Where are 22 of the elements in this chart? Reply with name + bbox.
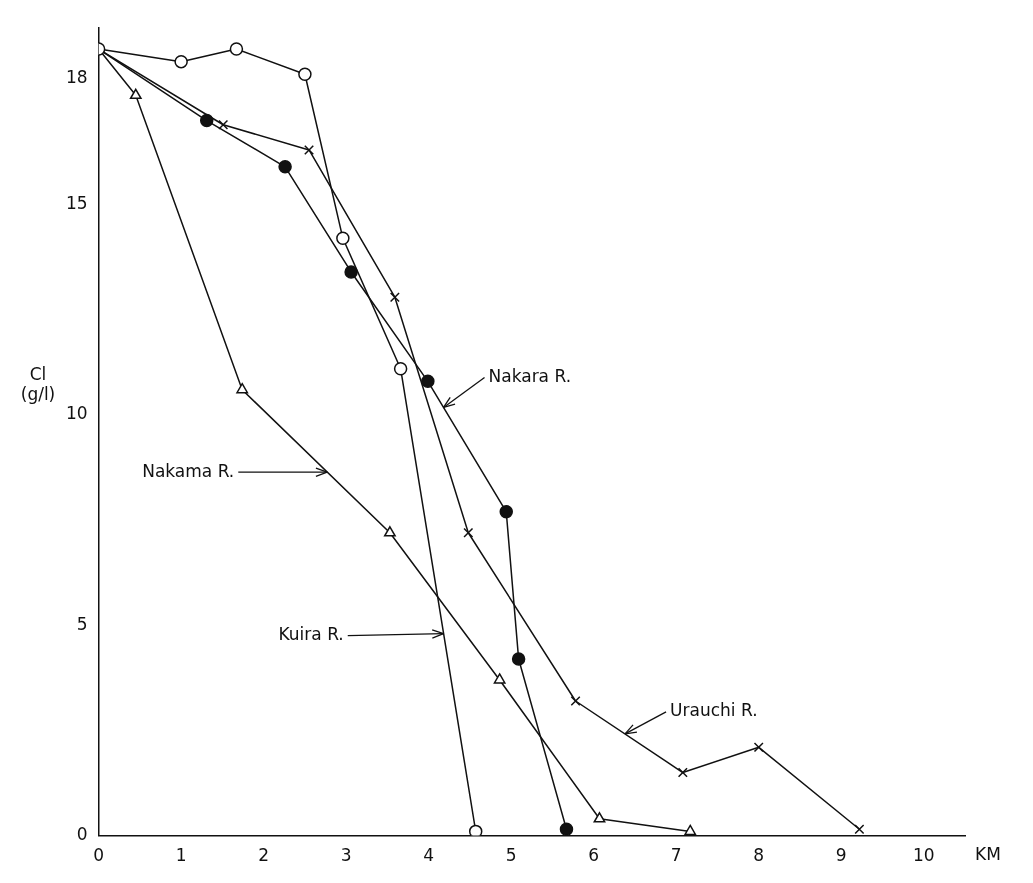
annotation: Nakama R. [142, 460, 235, 481]
x-tick-label: 9 [835, 845, 847, 866]
y-axis-title: Cl (g/l) [20, 363, 56, 404]
annotation: Kuira R. [278, 624, 344, 645]
y-tick-label: 0 [76, 824, 88, 845]
x-tick-label: 5 [505, 845, 517, 866]
x-tick-label: 2 [258, 845, 270, 866]
y-tick-label: 5 [76, 613, 88, 634]
annotation: Urauchi R. [670, 700, 758, 721]
x-tick-label: 4 [423, 845, 435, 866]
x-tick-label: 6 [588, 845, 600, 866]
x-tick-label: 0 [93, 845, 105, 866]
x-tick-label: 1 [175, 845, 187, 866]
x-tick-label: 8 [753, 845, 765, 866]
y-tick-label: 15 [65, 193, 88, 214]
x-tick-label: 7 [670, 845, 682, 866]
x-axis-title: KM [975, 844, 1001, 865]
y-tick-label: 10 [65, 403, 88, 424]
x-tick-label: 10 [912, 845, 935, 866]
annotation: Nakara R. [488, 365, 572, 386]
x-tick-label: 3 [340, 845, 352, 866]
y-tick-label: 18 [65, 66, 88, 87]
